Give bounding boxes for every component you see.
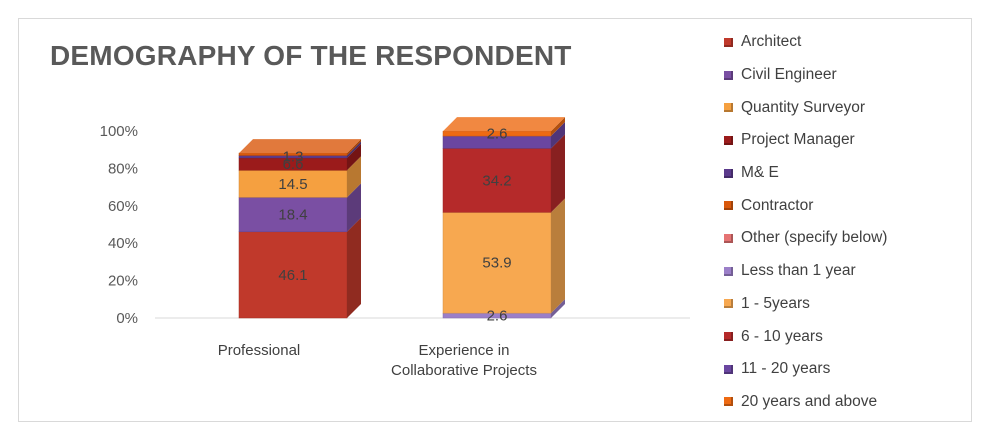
legend-item: Less than 1 year [724, 255, 974, 288]
y-tick-label: 100% [100, 123, 138, 140]
legend-item: Contractor [724, 189, 974, 222]
x-category-label: Collaborative Projects [391, 362, 537, 379]
bar-segment-side [551, 122, 565, 149]
bar-segment-side [551, 134, 565, 213]
bar-segment-top [443, 117, 565, 132]
data-label: 18.4 [278, 207, 307, 224]
data-label: 14.5 [278, 176, 307, 193]
legend-label: 11 - 20 years [741, 360, 831, 378]
y-tick-label: 80% [108, 160, 138, 177]
bar-segment-side [347, 143, 361, 171]
legend-label: 1 - 5years [741, 294, 810, 312]
chart-legend: Architect Civil Engineer Quantity Surveyor… [724, 26, 974, 418]
legend-label: Contractor [741, 196, 814, 214]
data-label: 34.2 [482, 172, 511, 189]
bar-segment-side [551, 299, 565, 318]
data-label: 46.1 [278, 267, 307, 284]
data-label: 6.6 [283, 156, 304, 173]
legend-swatch [724, 135, 733, 145]
legend-label: Architect [741, 33, 802, 51]
bar-segment-side [551, 117, 565, 137]
legend-label: Quantity Surveyor [741, 98, 866, 116]
legend-label: 6 - 10 years [741, 327, 823, 345]
x-category-label: Professional [218, 342, 301, 359]
y-tick-label: 0% [116, 310, 138, 327]
legend-item: 1 - 5years [724, 288, 974, 321]
y-tick-label: 20% [108, 273, 138, 290]
legend-label: Civil Engineer [741, 66, 837, 84]
data-label: 2.6 [487, 126, 508, 143]
legend-label: Less than 1 year [741, 262, 856, 280]
legend-item: Other (specify below) [724, 222, 974, 255]
bar-segment-side [347, 156, 361, 198]
bar-segment-side [347, 183, 361, 232]
legend-item: Project Manager [724, 124, 974, 157]
legend-swatch [724, 168, 733, 178]
legend-swatch [724, 37, 733, 47]
legend-item: Civil Engineer [724, 59, 974, 92]
chart-title: DEMOGRAPHY OF THE RESPONDENT [50, 40, 572, 71]
legend-swatch [724, 70, 733, 80]
legend-item: 20 years and above [724, 386, 974, 419]
x-category-label: Experience in [419, 342, 510, 359]
bar-segment [442, 212, 552, 314]
data-label: 2.6 [487, 308, 508, 325]
bar-segment [238, 197, 348, 233]
legend-label: Project Manager [741, 131, 855, 149]
legend-swatch [724, 266, 733, 276]
legend-label: Other (specify below) [741, 229, 888, 247]
bar-segment-side [347, 141, 361, 158]
data-label: 53.9 [482, 255, 511, 272]
legend-item: Quantity Surveyor [724, 91, 974, 124]
legend-item: M& E [724, 157, 974, 190]
bar-segment [238, 170, 348, 198]
legend-item: 6 - 10 years [724, 320, 974, 353]
legend-swatch [724, 299, 733, 309]
data-label: 1.3 [283, 149, 304, 166]
legend-item: 11 - 20 years [724, 353, 974, 386]
legend-label: M& E [741, 164, 779, 182]
legend-swatch [724, 332, 733, 342]
y-tick-label: 60% [108, 198, 138, 215]
bar-segment-side [551, 198, 565, 314]
bar-segment-side [347, 217, 361, 318]
legend-swatch [724, 364, 733, 374]
legend-item: Architect [724, 26, 974, 59]
bar-segment-side [347, 139, 361, 156]
y-tick-label: 40% [108, 235, 138, 252]
bar-segment [442, 148, 552, 213]
legend-swatch [724, 201, 733, 211]
legend-label: 20 years and above [741, 392, 878, 410]
legend-swatch [724, 233, 733, 243]
bar-segment-top [239, 139, 361, 154]
legend-swatch [724, 397, 733, 407]
legend-swatch [724, 103, 733, 113]
